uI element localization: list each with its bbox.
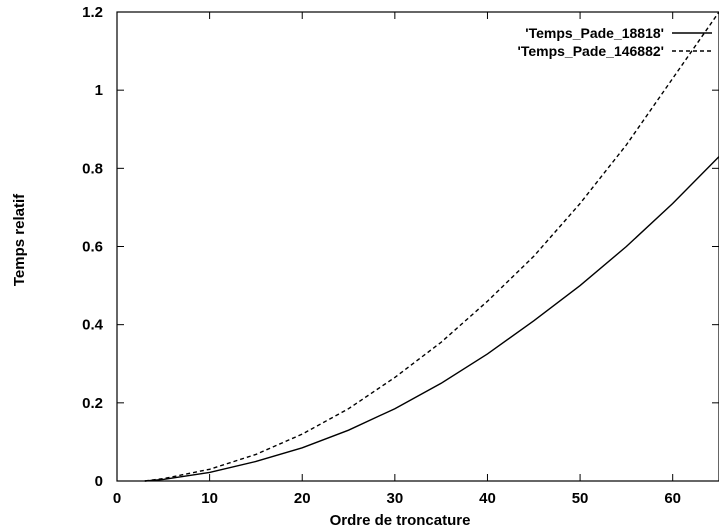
y-axis-label: Temps relatif xyxy=(11,193,28,286)
plot-frame xyxy=(116,11,719,482)
y-axis: 0 0.2 0.4 0.6 0.8 1 1.2 xyxy=(82,4,719,490)
x-axis-label: Ordre de troncature xyxy=(330,512,471,529)
y-tick-label: 1 xyxy=(95,82,103,99)
legend-label-1: 'Temps_Pade_18818' xyxy=(525,25,664,41)
x-axis: 0 10 20 30 40 50 60 xyxy=(113,12,681,507)
x-tick-label: 40 xyxy=(479,490,496,507)
y-tick-label: 0.8 xyxy=(82,160,103,177)
series-layer xyxy=(144,11,719,482)
y-tick-label: 0 xyxy=(95,473,103,490)
x-tick-label: 30 xyxy=(387,490,404,507)
series-line-1 xyxy=(144,156,719,482)
y-tick-label: 1.2 xyxy=(82,4,103,21)
legend: 'Temps_Pade_18818' 'Temps_Pade_146882' xyxy=(518,25,712,59)
series-line-2 xyxy=(144,11,719,482)
x-tick-label: 50 xyxy=(572,490,589,507)
x-tick-label: 60 xyxy=(664,490,681,507)
y-tick-label: 0.4 xyxy=(82,317,104,334)
legend-label-2: 'Temps_Pade_146882' xyxy=(518,43,665,59)
y-tick-label: 0.2 xyxy=(82,395,103,412)
x-tick-label: 0 xyxy=(113,490,121,507)
y-tick-label: 0.6 xyxy=(82,239,103,256)
x-tick-label: 10 xyxy=(201,490,218,507)
x-tick-label: 20 xyxy=(294,490,311,507)
